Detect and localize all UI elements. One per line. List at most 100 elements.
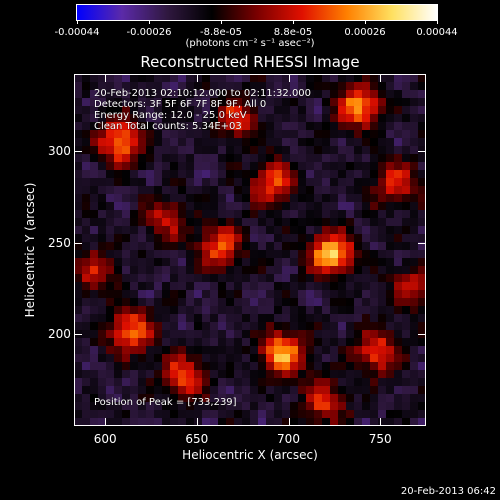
image-pixel [290, 218, 299, 227]
image-pixel [410, 82, 419, 91]
image-pixel [90, 290, 99, 299]
image-pixel [282, 306, 291, 315]
image-pixel [282, 386, 291, 395]
image-pixel [314, 146, 323, 155]
image-pixel [314, 106, 323, 115]
image-pixel [226, 330, 235, 339]
image-pixel [274, 74, 283, 83]
image-pixel [98, 386, 107, 395]
image-pixel [114, 74, 123, 83]
image-pixel [194, 122, 203, 131]
image-pixel [98, 210, 107, 219]
image-pixel [82, 378, 91, 387]
image-pixel [114, 330, 123, 339]
image-pixel [178, 418, 187, 426]
image-pixel [162, 402, 171, 411]
image-pixel [218, 322, 227, 331]
image-pixel [82, 314, 91, 323]
image-pixel [90, 362, 99, 371]
image-pixel [266, 106, 275, 115]
image-pixel [258, 106, 267, 115]
image-pixel [290, 378, 299, 387]
image-pixel [218, 258, 227, 267]
image-pixel [370, 226, 379, 235]
image-pixel [354, 130, 363, 139]
image-pixel [386, 122, 395, 131]
image-pixel [330, 122, 339, 131]
image-pixel [218, 274, 227, 283]
image-pixel [306, 170, 315, 179]
image-pixel [234, 170, 243, 179]
image-pixel [146, 210, 155, 219]
image-pixel [202, 122, 211, 131]
image-pixel [82, 250, 91, 259]
image-pixel [338, 330, 347, 339]
image-pixel [354, 186, 363, 195]
image-pixel [242, 114, 251, 123]
image-pixel [314, 282, 323, 291]
image-pixel [242, 330, 251, 339]
y-tick-label: 200 [48, 327, 71, 342]
colorbar [76, 4, 438, 21]
image-pixel [330, 250, 339, 259]
image-pixel [250, 74, 259, 83]
image-pixel [250, 258, 259, 267]
image-pixel [354, 362, 363, 371]
image-pixel [250, 242, 259, 251]
image-pixel [418, 410, 426, 419]
image-pixel [170, 226, 179, 235]
image-pixel [282, 290, 291, 299]
image-pixel [130, 242, 139, 251]
image-pixel [258, 250, 267, 259]
image-pixel [266, 162, 275, 171]
image-pixel [170, 362, 179, 371]
image-pixel [202, 290, 211, 299]
image-pixel [322, 90, 331, 99]
image-pixel [290, 250, 299, 259]
image-pixel [370, 146, 379, 155]
image-pixel [418, 394, 426, 403]
image-pixel [234, 370, 243, 379]
image-pixel [330, 290, 339, 299]
image-pixel [370, 306, 379, 315]
image-pixel [322, 322, 331, 331]
image-pixel [418, 378, 426, 387]
image-pixel [394, 186, 403, 195]
image-pixel [122, 186, 131, 195]
image-pixel [394, 226, 403, 235]
image-pixel [306, 282, 315, 291]
image-pixel [266, 178, 275, 187]
image-pixel [282, 218, 291, 227]
image-pixel [114, 282, 123, 291]
image-pixel [178, 338, 187, 347]
image-pixel [322, 242, 331, 251]
image-pixel [322, 258, 331, 267]
image-pixel [402, 122, 411, 131]
image-pixel [226, 162, 235, 171]
image-pixel [186, 90, 195, 99]
image-pixel [306, 274, 315, 283]
image-pixel [178, 146, 187, 155]
image-pixel [106, 114, 115, 123]
image-pixel [330, 338, 339, 347]
image-pixel [194, 242, 203, 251]
image-pixel [386, 362, 395, 371]
image-pixel [242, 90, 251, 99]
image-pixel [402, 394, 411, 403]
image-pixel [282, 186, 291, 195]
image-pixel [122, 170, 131, 179]
image-pixel [146, 194, 155, 203]
image-pixel [266, 146, 275, 155]
image-pixel [202, 298, 211, 307]
image-pixel [394, 138, 403, 147]
image-pixel [250, 202, 259, 211]
image-pixel [106, 154, 115, 163]
image-pixel [250, 154, 259, 163]
image-pixel [210, 378, 219, 387]
image-pixel [346, 250, 355, 259]
image-pixel [202, 74, 211, 83]
image-pixel [402, 322, 411, 331]
image-pixel [386, 218, 395, 227]
image-pixel [226, 402, 235, 411]
image-pixel [338, 290, 347, 299]
